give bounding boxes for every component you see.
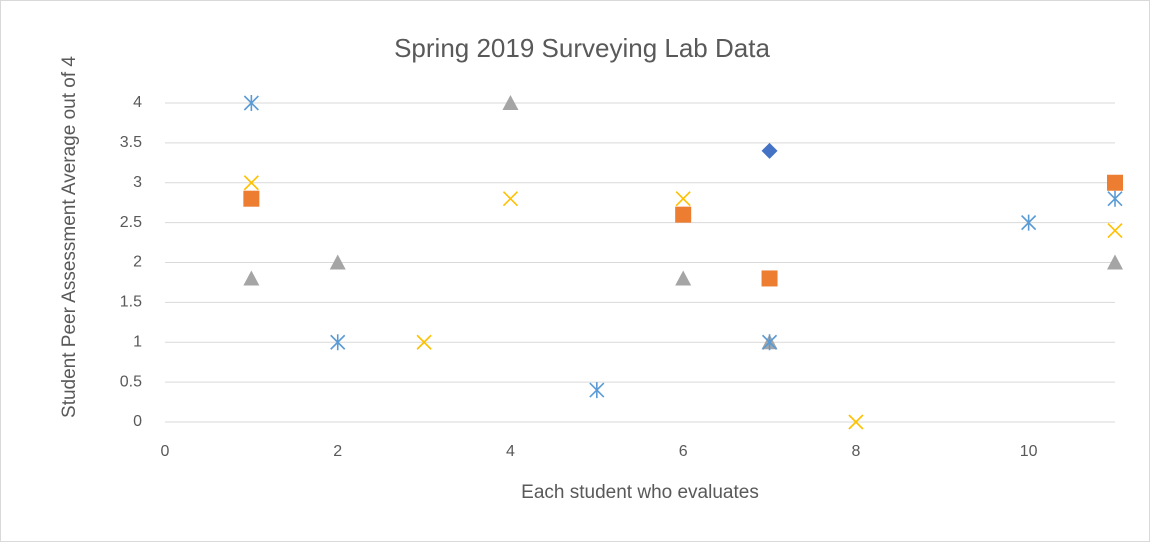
marker-shape [1021,214,1037,231]
data-point [502,191,519,207]
marker-shape [243,175,259,191]
marker-shape [675,206,692,223]
y-tick-label: 1.5 [120,294,142,311]
marker-shape [1107,190,1123,207]
marker-shape [330,334,346,351]
marker-shape [243,190,260,207]
data-point [243,175,259,191]
data-point [1107,174,1123,191]
marker-shape [675,191,691,207]
marker-shape [1107,174,1123,191]
chart-title: Spring 2019 Surveying Lab Data [394,33,770,63]
marker-shape [416,334,432,350]
x-tick-label: 8 [851,443,860,460]
data-point [243,270,260,286]
y-tick-label: 0.5 [120,373,142,390]
marker-shape [1107,223,1123,239]
marker-shape [675,270,692,286]
x-tick-label: 0 [161,443,170,460]
marker-shape [589,382,605,399]
data-point [675,270,692,286]
y-tick-label: 1 [133,333,142,350]
data-point [761,334,778,351]
y-tick-label: 3.5 [120,134,142,151]
data-point [243,95,259,111]
data-point [848,414,864,430]
data-point [761,270,778,287]
marker-shape [761,270,778,287]
data-point [589,382,605,399]
data-point [416,334,432,350]
x-tick-label: 4 [506,443,515,460]
y-axis-label: Student Peer Assessment Average out of 4 [59,56,80,418]
x-tick-label: 10 [1020,443,1038,460]
marker-shape [1107,254,1123,270]
y-tick-label: 0 [133,413,142,430]
marker-shape [329,254,346,270]
y-tick-label: 3 [133,174,142,191]
x-tick-label: 2 [333,443,342,460]
marker-shape [243,95,259,111]
data-point [502,95,519,110]
x-tick-label: 6 [679,443,688,460]
marker-shape [761,142,778,159]
data-point [1107,223,1123,239]
data-point [1107,254,1123,270]
data-point [330,334,346,351]
data-point [329,254,346,270]
y-tick-label: 2.5 [120,214,142,231]
y-tick-label: 2 [133,254,142,271]
marker-shape [848,414,864,430]
marker-shape [761,334,778,351]
x-axis-label: Each student who evaluates [521,482,759,503]
data-point [675,191,691,207]
data-point [243,190,260,207]
marker-shape [502,191,519,207]
data-point [1107,190,1123,207]
marker-shape [243,270,260,286]
data-point [1021,214,1037,231]
data-point [761,142,778,159]
data-point [675,206,692,223]
y-tick-label: 4 [133,94,142,111]
marker-shape [502,95,519,110]
